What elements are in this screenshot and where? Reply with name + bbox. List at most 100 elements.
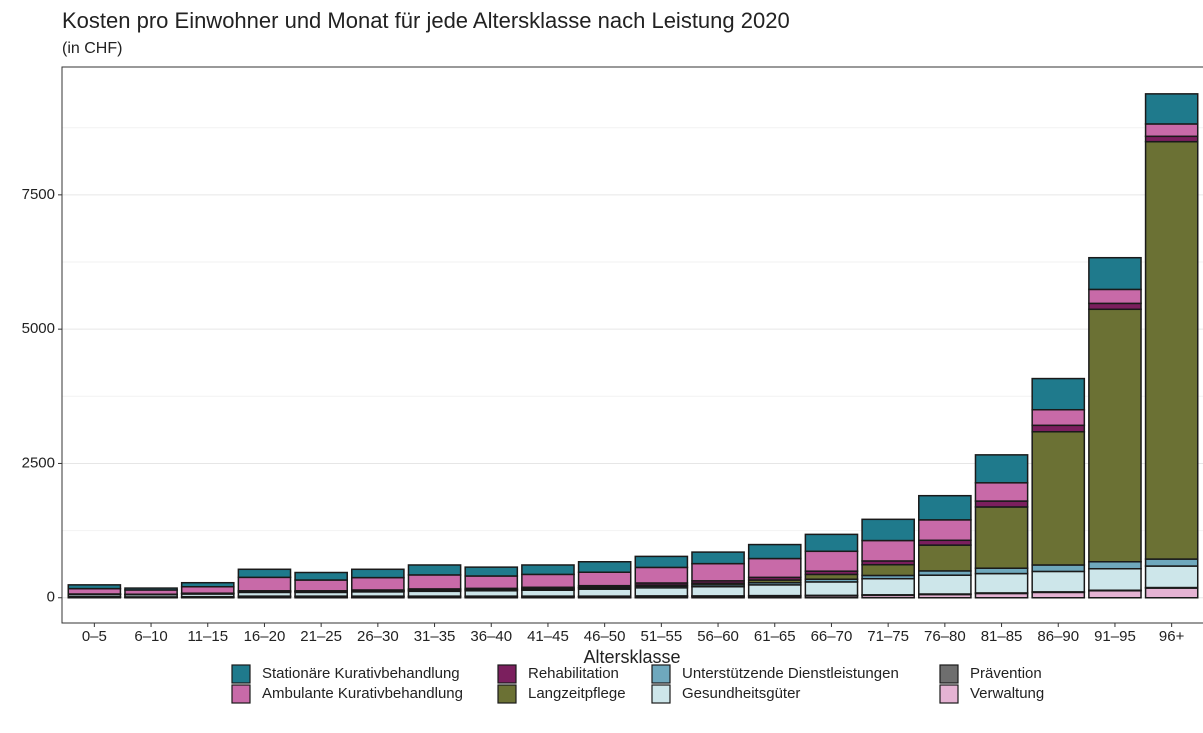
bar-segment [747,557,802,579]
chart-title: Kosten pro Einwohner und Monat für jede … [62,8,790,33]
bar-segment [1088,567,1142,591]
bar-segment [1144,140,1199,560]
bar-segment [1031,377,1086,411]
bar-segment [1088,561,1142,570]
bar-segment [861,539,915,562]
legend-swatch [497,664,517,684]
bar-segment [861,518,915,542]
bar-segment [691,585,745,597]
y-tick-label: 5000 [22,320,55,337]
bar-segment [747,584,802,597]
legend-label: Prävention [970,665,1042,682]
bar-segment [1144,565,1199,589]
bar-segment [1088,256,1142,291]
bar-segment [1144,93,1199,125]
x-tick-label: 31–35 [414,628,456,645]
bar-segment [1088,302,1142,311]
bar-segment [918,544,972,572]
legend-label: Gesundheitsgüter [682,685,800,702]
x-tick-label: 41–45 [527,628,569,645]
x-tick-label: 61–65 [754,628,796,645]
legend-swatch [651,684,671,704]
legend-label: Ambulante Kurativbehandlung [262,685,463,702]
bar-segment [634,555,689,569]
x-tick-label: 56–60 [697,628,739,645]
legend-label: Langzeitpflege [528,685,626,702]
legend-swatch [939,664,959,684]
x-tick-label: 36–40 [470,628,512,645]
bar-segment [351,568,405,579]
bar-segment [918,494,972,521]
bar-segment [464,566,519,577]
bar-segment [577,561,632,573]
bar-segment [691,551,745,565]
plot-border [61,66,1203,624]
bar-segment [974,500,1029,508]
x-tick-label: 66–70 [811,628,853,645]
bar-segment [521,589,575,597]
bar-segment [974,482,1029,502]
bar-segment [294,571,348,581]
bar-segment [407,574,462,590]
bar-segment [521,573,575,589]
chart-subtitle: (in CHF) [62,40,122,57]
bar-segment [1088,308,1142,563]
x-tick-label: 0–5 [82,628,107,645]
bar-segment [1144,135,1199,143]
x-tick-label: 86–90 [1037,628,1079,645]
bar-segment [1088,590,1142,599]
x-tick-label: 76–80 [924,628,966,645]
x-tick-label: 21–25 [300,628,342,645]
bar-segment [464,590,519,597]
bar-segment [124,587,178,591]
bar-segment [804,550,859,572]
bar-segment [521,564,575,576]
bar-segment [918,574,972,595]
x-tick-label: 96+ [1159,628,1185,645]
x-tick-label: 11–15 [187,628,228,645]
y-tick-label: 7500 [22,186,55,203]
legend-swatch [939,684,959,704]
bar-segment [861,563,915,577]
x-tick-label: 51–55 [640,628,682,645]
legend-swatch [497,684,517,704]
bar-segment [180,581,235,588]
bar-segment [634,566,689,584]
x-tick-label: 91–95 [1094,628,1136,645]
bar-segment [747,543,802,560]
bar-segment [974,454,1029,484]
bar-segment [1031,570,1086,593]
bar-segment [691,562,745,582]
bar-segment [1031,591,1086,599]
bar-segment [407,564,462,576]
bar-segment [67,584,122,590]
bar-segment [974,572,1029,594]
bar-segment [974,567,1029,575]
bar-segment [1031,408,1086,427]
bar-segment [1144,558,1199,567]
bar-segment [974,506,1029,569]
legend-swatch [231,664,251,684]
bar-segment [1144,587,1199,599]
bar-segment [861,577,915,596]
bar-segment [1031,431,1086,566]
bar-segment [1031,424,1086,433]
y-tick-label: 2500 [22,454,55,471]
bar-segment [237,568,292,579]
bar-segment [804,581,859,597]
bar-segment [464,575,519,590]
bar-segment [577,571,632,587]
x-tick-label: 26–30 [357,628,399,645]
x-tick-label: 81–85 [981,628,1023,645]
legend-label: Stationäre Kurativbehandlung [262,665,460,682]
legend-label: Unterstützende Dienstleistungen [682,665,899,682]
bar-segment [804,533,859,553]
x-tick-label: 71–75 [867,628,909,645]
x-tick-label: 6–10 [134,628,167,645]
y-tick-label: 0 [47,589,55,606]
legend-label: Verwaltung [970,685,1044,702]
x-tick-label: 46–50 [584,628,626,645]
bar-segment [1144,123,1199,138]
x-tick-label: 16–20 [244,628,286,645]
